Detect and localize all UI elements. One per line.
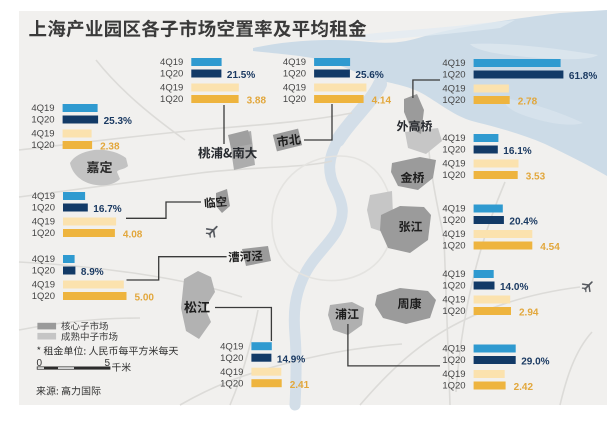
svg-text:4Q19: 4Q19 bbox=[442, 133, 465, 144]
svg-text:4Q19: 4Q19 bbox=[283, 83, 306, 94]
svg-text:14.0%: 14.0% bbox=[500, 282, 528, 293]
svg-text:1Q20: 1Q20 bbox=[442, 355, 465, 366]
svg-text:4Q19: 4Q19 bbox=[442, 269, 465, 280]
svg-text:4Q19: 4Q19 bbox=[32, 254, 55, 265]
svg-text:4Q19: 4Q19 bbox=[160, 57, 183, 68]
svg-text:1Q20: 1Q20 bbox=[283, 69, 306, 80]
svg-text:1Q20: 1Q20 bbox=[442, 215, 465, 226]
svg-text:29.0%: 29.0% bbox=[521, 357, 549, 368]
svg-text:1Q20: 1Q20 bbox=[220, 378, 243, 389]
svg-text:4Q19: 4Q19 bbox=[442, 295, 465, 306]
svg-text:4Q19: 4Q19 bbox=[220, 367, 243, 378]
svg-text:4Q19: 4Q19 bbox=[31, 129, 54, 140]
svg-text:4Q19: 4Q19 bbox=[442, 204, 465, 215]
svg-text:2.78: 2.78 bbox=[518, 97, 538, 108]
svg-text:1Q20: 1Q20 bbox=[160, 69, 183, 80]
svg-text:1Q20: 1Q20 bbox=[442, 70, 465, 81]
svg-text:21.5%: 21.5% bbox=[227, 70, 255, 81]
svg-text:1Q20: 1Q20 bbox=[32, 228, 55, 239]
svg-text:1Q20: 1Q20 bbox=[442, 306, 465, 317]
svg-text:3.88: 3.88 bbox=[247, 96, 267, 107]
svg-text:4Q19: 4Q19 bbox=[32, 191, 55, 202]
svg-text:4Q19: 4Q19 bbox=[31, 103, 54, 114]
svg-text:1Q20: 1Q20 bbox=[31, 115, 54, 126]
svg-text:1Q20: 1Q20 bbox=[442, 241, 465, 252]
svg-text:1Q20: 1Q20 bbox=[442, 281, 465, 292]
svg-text:1Q20: 1Q20 bbox=[32, 203, 55, 214]
svg-text:4Q19: 4Q19 bbox=[442, 84, 465, 95]
svg-text:14.9%: 14.9% bbox=[277, 354, 305, 365]
svg-text:4Q19: 4Q19 bbox=[442, 369, 465, 380]
svg-text:4.08: 4.08 bbox=[123, 230, 143, 241]
svg-text:16.7%: 16.7% bbox=[93, 204, 121, 215]
svg-text:1Q20: 1Q20 bbox=[160, 94, 183, 105]
svg-text:1Q20: 1Q20 bbox=[32, 266, 55, 277]
svg-text:5.00: 5.00 bbox=[135, 293, 155, 304]
svg-text:8.9%: 8.9% bbox=[81, 267, 104, 278]
svg-text:16.1%: 16.1% bbox=[503, 146, 531, 157]
svg-text:1Q20: 1Q20 bbox=[442, 381, 465, 392]
svg-text:4Q19: 4Q19 bbox=[283, 57, 306, 68]
svg-text:4Q19: 4Q19 bbox=[442, 344, 465, 355]
svg-text:4Q19: 4Q19 bbox=[442, 159, 465, 170]
svg-text:4.54: 4.54 bbox=[540, 242, 560, 253]
svg-text:25.3%: 25.3% bbox=[104, 116, 132, 127]
svg-text:4Q19: 4Q19 bbox=[32, 217, 55, 228]
svg-text:2.38: 2.38 bbox=[100, 142, 120, 153]
svg-text:4Q19: 4Q19 bbox=[32, 280, 55, 291]
svg-text:1Q20: 1Q20 bbox=[220, 353, 243, 364]
svg-text:20.4%: 20.4% bbox=[509, 217, 537, 228]
svg-text:2.94: 2.94 bbox=[519, 308, 539, 319]
svg-text:2.41: 2.41 bbox=[290, 380, 310, 391]
svg-text:2.42: 2.42 bbox=[514, 382, 534, 393]
svg-text:1Q20: 1Q20 bbox=[442, 145, 465, 156]
svg-text:25.6%: 25.6% bbox=[355, 70, 383, 81]
svg-text:61.8%: 61.8% bbox=[569, 71, 597, 82]
svg-text:4Q19: 4Q19 bbox=[442, 229, 465, 240]
svg-text:1Q20: 1Q20 bbox=[283, 94, 306, 105]
svg-text:0: 0 bbox=[37, 358, 43, 369]
svg-text:3.53: 3.53 bbox=[526, 172, 546, 183]
svg-text:1Q20: 1Q20 bbox=[31, 140, 54, 151]
svg-text:4.14: 4.14 bbox=[372, 96, 392, 107]
svg-text:1Q20: 1Q20 bbox=[442, 170, 465, 181]
svg-text:1Q20: 1Q20 bbox=[32, 291, 55, 302]
svg-text:4Q19: 4Q19 bbox=[160, 83, 183, 94]
svg-text:1Q20: 1Q20 bbox=[442, 95, 465, 106]
svg-text:4Q19: 4Q19 bbox=[220, 341, 243, 352]
svg-text:5: 5 bbox=[105, 358, 111, 369]
svg-text:4Q19: 4Q19 bbox=[442, 58, 465, 69]
